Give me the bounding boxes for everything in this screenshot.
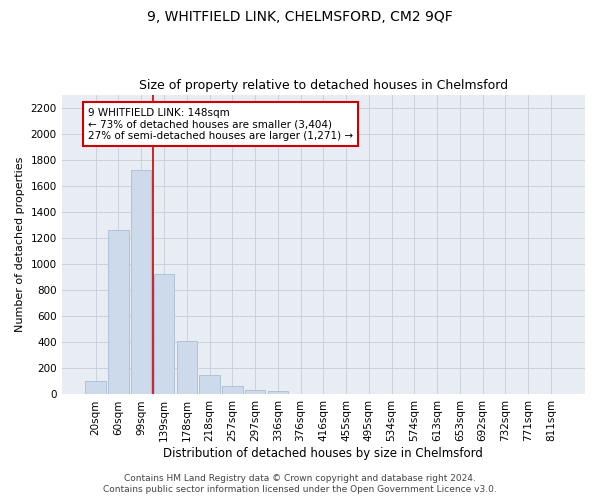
Title: Size of property relative to detached houses in Chelmsford: Size of property relative to detached ho… — [139, 79, 508, 92]
Bar — [131, 170, 151, 394]
X-axis label: Distribution of detached houses by size in Chelmsford: Distribution of detached houses by size … — [163, 447, 483, 460]
Bar — [222, 386, 242, 394]
Bar — [268, 391, 288, 394]
Text: 9 WHITFIELD LINK: 148sqm
← 73% of detached houses are smaller (3,404)
27% of sem: 9 WHITFIELD LINK: 148sqm ← 73% of detach… — [88, 108, 353, 141]
Bar — [108, 230, 129, 394]
Bar — [176, 341, 197, 394]
Bar — [245, 390, 265, 394]
Bar — [85, 382, 106, 394]
Text: Contains HM Land Registry data © Crown copyright and database right 2024.
Contai: Contains HM Land Registry data © Crown c… — [103, 474, 497, 494]
Bar — [154, 274, 174, 394]
Text: 9, WHITFIELD LINK, CHELMSFORD, CM2 9QF: 9, WHITFIELD LINK, CHELMSFORD, CM2 9QF — [147, 10, 453, 24]
Bar — [199, 375, 220, 394]
Y-axis label: Number of detached properties: Number of detached properties — [15, 157, 25, 332]
